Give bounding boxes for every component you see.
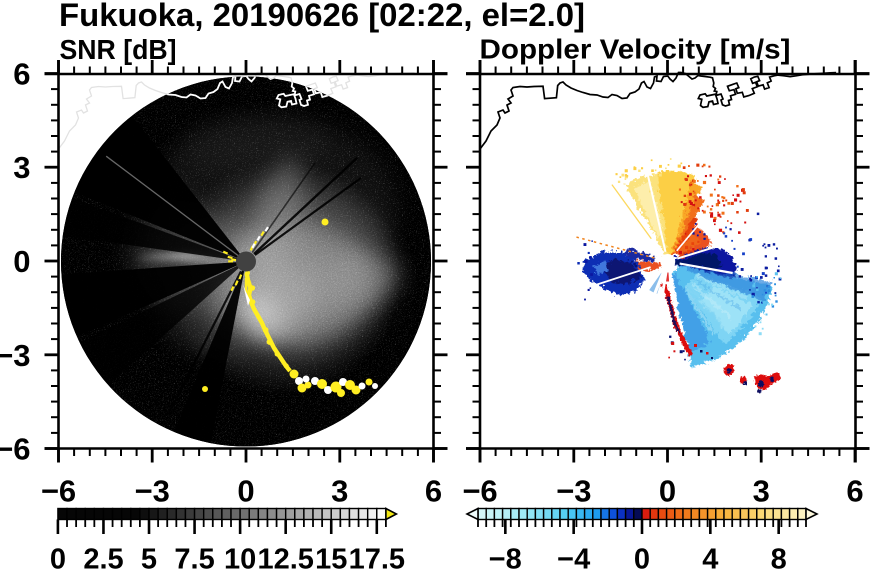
svg-text:−3: −3	[135, 474, 170, 509]
svg-text:0: 0	[50, 544, 66, 570]
svg-text:0: 0	[634, 544, 650, 570]
svg-text:12.5: 12.5	[257, 544, 313, 570]
svg-text:10: 10	[224, 544, 256, 570]
svg-text:4: 4	[702, 544, 718, 570]
svg-text:0: 0	[237, 474, 254, 509]
svg-text:5: 5	[141, 544, 157, 570]
svg-text:−4: −4	[557, 544, 590, 570]
svg-text:−6: −6	[462, 474, 497, 509]
svg-text:8: 8	[771, 544, 787, 570]
svg-text:−6: −6	[0, 432, 31, 467]
svg-text:−6: −6	[41, 474, 76, 509]
svg-text:3: 3	[753, 474, 770, 509]
svg-text:6: 6	[846, 474, 863, 509]
svg-text:3: 3	[13, 150, 30, 185]
svg-text:Doppler Velocity [m/s]: Doppler Velocity [m/s]	[480, 34, 791, 65]
svg-text:7.5: 7.5	[174, 544, 214, 570]
svg-text:2.5: 2.5	[83, 544, 123, 570]
svg-text:6: 6	[13, 57, 30, 92]
svg-text:3: 3	[331, 474, 348, 509]
svg-text:−3: −3	[0, 338, 31, 373]
svg-text:−3: −3	[556, 474, 591, 509]
svg-text:17.5: 17.5	[349, 544, 405, 570]
svg-text:Fukuoka, 20190626 [02:22, el=2: Fukuoka, 20190626 [02:22, el=2.0]	[59, 0, 585, 33]
svg-text:0: 0	[659, 474, 676, 509]
svg-text:0: 0	[13, 244, 30, 279]
svg-text:SNR [dB]: SNR [dB]	[60, 34, 177, 65]
svg-text:−8: −8	[489, 544, 522, 570]
svg-text:15: 15	[315, 544, 347, 570]
svg-text:6: 6	[425, 474, 442, 509]
